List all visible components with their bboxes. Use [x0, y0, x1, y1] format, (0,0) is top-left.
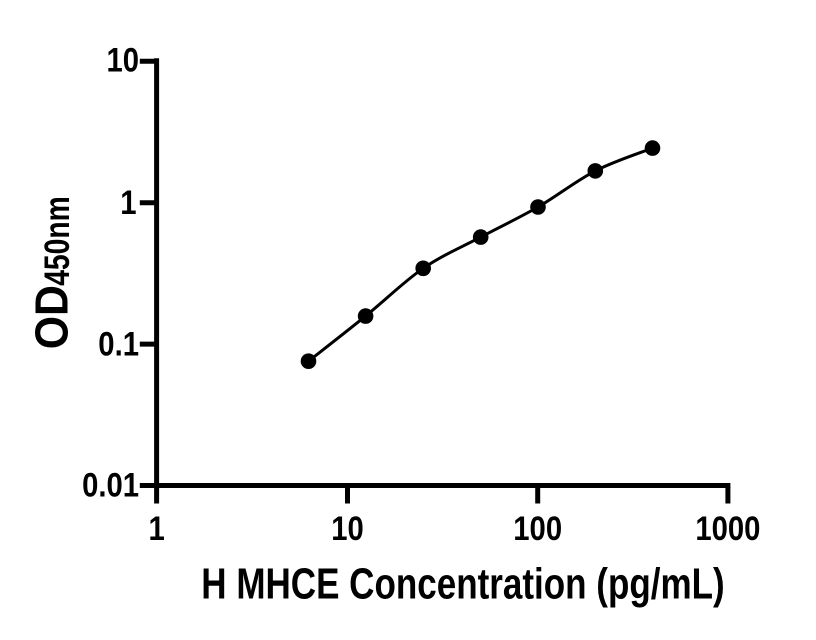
svg-text:H MHCE Concentration (pg/mL): H MHCE Concentration (pg/mL): [201, 560, 724, 609]
svg-text:10: 10: [107, 42, 140, 80]
svg-text:OD: OD: [25, 285, 77, 349]
svg-text:10: 10: [331, 510, 364, 548]
svg-text:450nm: 450nm: [37, 196, 77, 286]
svg-text:1: 1: [120, 184, 136, 222]
svg-text:100: 100: [513, 510, 562, 548]
svg-text:1: 1: [148, 510, 164, 548]
svg-text:0.01: 0.01: [82, 467, 139, 505]
svg-text:0.1: 0.1: [98, 325, 139, 363]
svg-text:1000: 1000: [695, 510, 760, 548]
